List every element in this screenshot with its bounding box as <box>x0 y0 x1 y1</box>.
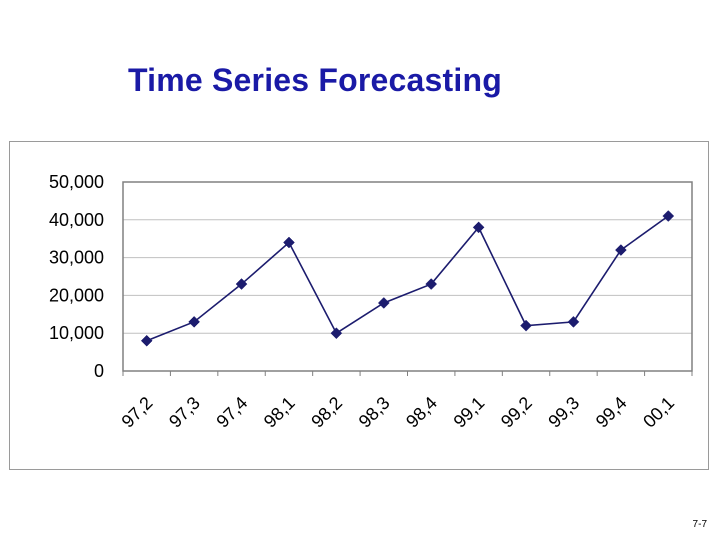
x-tick-label: 97,4 <box>212 393 251 432</box>
data-point-marker <box>235 278 248 290</box>
x-tick-label: 99,1 <box>450 393 489 432</box>
slide-title: Time Series Forecasting <box>128 62 502 98</box>
y-tick-label: 50,000 <box>49 172 104 192</box>
data-point-marker <box>662 210 675 222</box>
series-line <box>146 215 669 342</box>
data-point-marker <box>188 316 200 328</box>
data-point-marker <box>330 327 343 340</box>
chart-frame: 0 10,000 20,000 30,000 40,000 50,000 97,2 97,3 9… <box>9 141 709 470</box>
data-point-marker <box>615 244 627 256</box>
x-tick-label: 98,2 <box>307 393 346 432</box>
y-tick-label: 30,000 <box>49 248 104 268</box>
x-tick-label: 99,4 <box>592 393 631 432</box>
y-tick-label: 10,000 <box>49 323 104 343</box>
y-tick-label: 40,000 <box>49 210 104 230</box>
x-tick-label: 97,2 <box>118 393 157 432</box>
x-tick-label: 98,3 <box>355 393 394 432</box>
data-point-marker <box>567 316 580 328</box>
y-tick-label: 20,000 <box>49 285 104 305</box>
x-tick-label: 99,3 <box>544 393 583 432</box>
data-point-marker <box>140 334 153 347</box>
data-point-marker <box>472 221 485 234</box>
data-point-marker <box>283 236 295 249</box>
data-point-marker <box>377 297 390 309</box>
page-number: 7-7 <box>692 519 707 530</box>
x-tick-label: 99,2 <box>497 393 536 432</box>
y-tick-label: 0 <box>94 361 104 381</box>
x-tick-label: 97,3 <box>165 393 204 432</box>
x-tick-label: 98,4 <box>402 393 441 432</box>
x-tick-label: 98,1 <box>260 393 299 432</box>
data-point-marker <box>425 278 438 290</box>
plot-area-border <box>122 181 693 372</box>
data-point-marker <box>520 319 532 332</box>
x-tick-label: 00,1 <box>639 393 678 432</box>
